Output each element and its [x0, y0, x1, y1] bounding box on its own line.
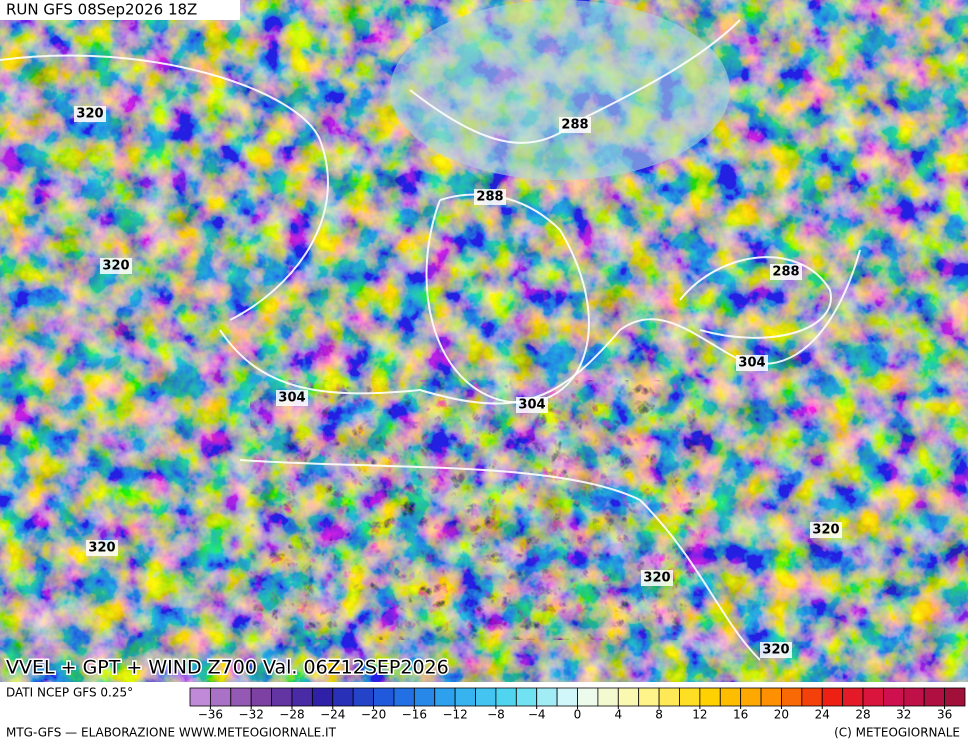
colorbar-cell	[719, 687, 742, 707]
colorbar-cell	[617, 687, 640, 707]
colorbar-cell	[760, 687, 782, 707]
colorbar-cell	[393, 687, 415, 707]
colorbar-tick-label: 20	[774, 708, 789, 722]
colorbar-cell	[454, 687, 476, 707]
colorbar-cell	[332, 687, 354, 707]
colorbar-cell	[699, 687, 721, 707]
colorbar-tick-label: −8	[487, 708, 505, 722]
footer-left: MTG-GFS — ELABORAZIONE WWW.METEOGIORNALE…	[6, 726, 337, 740]
contour-label-bg	[559, 117, 591, 133]
contour-label: 320	[812, 523, 839, 538]
colorbar-tick-label: −28	[279, 708, 304, 722]
colorbar-cell	[577, 687, 599, 707]
contour-label-bg	[516, 397, 548, 413]
footer-right: (C) METEOGIORNALE	[834, 726, 960, 740]
colorbar-cell	[903, 687, 925, 707]
colorbar-tick-label: 36	[937, 708, 952, 722]
colorbar-cell	[475, 687, 497, 707]
contour-label: 304	[518, 398, 545, 413]
map: RUN GFS 08Sep2026 18Z VVEL + GPT + WIND …	[0, 0, 968, 682]
colorbar-cell	[291, 687, 313, 707]
run-box	[0, 0, 240, 20]
contour-label-bg	[474, 189, 506, 205]
colorbar-tick-label: −24	[320, 708, 345, 722]
colorbar-cell	[250, 687, 272, 707]
colorbar-cell	[679, 687, 701, 707]
contour-label-bg	[100, 258, 132, 274]
contour-label-bg	[276, 390, 308, 406]
colorbar-cell	[311, 687, 334, 707]
colorbar-tick-label: −20	[361, 708, 386, 722]
colorbar-cell	[189, 687, 211, 707]
contour-label: 320	[102, 259, 129, 274]
colorbar-tick-label: 32	[896, 708, 911, 722]
colorbar-cell	[515, 687, 538, 707]
colorbar-tick-label: 8	[655, 708, 663, 722]
colorbar-tick-label: 0	[574, 708, 582, 722]
contour-label: 320	[76, 107, 103, 122]
colorbar: −36 −32 −28 −24 −20 −16 −12 −8 −4 0 4 8 12 16 20 24 28 32…	[189, 687, 966, 722]
colorbar-tick-label: −16	[402, 708, 427, 722]
isohypse	[679, 256, 832, 339]
contour-label-bg	[770, 264, 802, 280]
colorbar-cell	[230, 687, 252, 707]
contour-label: 304	[738, 356, 765, 371]
isohypse	[0, 54, 329, 321]
field-detail	[250, 380, 700, 640]
colorbar-cell	[536, 687, 558, 707]
colorbar-cell	[821, 687, 844, 707]
run-label: RUN GFS 08Sep2026 18Z	[6, 1, 197, 19]
colorbar-tick-label: 12	[692, 708, 707, 722]
colorbar-cell	[556, 687, 578, 707]
colorbar-cell	[271, 687, 293, 707]
colorbar-tick-label: 28	[855, 708, 870, 722]
colorbar-cell	[883, 687, 905, 707]
colorbar-cell	[209, 687, 232, 707]
contour-label-bg	[810, 522, 842, 538]
colorbar-cell	[638, 687, 660, 707]
isohypse	[239, 459, 761, 661]
colorbar-cell	[373, 687, 395, 707]
colorbar-cell	[944, 687, 966, 707]
colorbar-tick-label: 4	[614, 708, 622, 722]
isohypse	[425, 193, 590, 404]
contour-label-bg	[86, 540, 118, 556]
colorbar-cell	[434, 687, 456, 707]
contour-label-bg	[641, 570, 673, 586]
contour-label: 288	[772, 265, 799, 280]
contour-label-bg	[736, 355, 768, 371]
source-label: DATI NCEP GFS 0.25°	[6, 686, 133, 700]
colorbar-cell	[923, 687, 946, 707]
colorbar-cell	[740, 687, 762, 707]
colorbar-cell	[801, 687, 823, 707]
contour-label: 320	[762, 643, 789, 658]
contour-label-bg	[760, 642, 792, 658]
contour-label: 304	[278, 391, 305, 406]
colorbar-tick-label: −4	[528, 708, 546, 722]
cool-area	[390, 0, 730, 180]
colorbar-tick-label: −36	[198, 708, 223, 722]
colorbar-tick-label: 16	[733, 708, 748, 722]
map-title: VVEL + GPT + WIND Z700 Val. 06Z12SEP2026	[6, 657, 449, 679]
colorbar-cell	[842, 687, 864, 707]
isohypse	[219, 249, 861, 405]
colorbar-tick-label: −32	[239, 708, 264, 722]
colorbar-cell	[781, 687, 803, 707]
colorbar-cell	[658, 687, 680, 707]
contour-label: 288	[476, 190, 503, 205]
colorbar-cell	[413, 687, 436, 707]
colorbar-cell	[862, 687, 884, 707]
contour-label: 288	[561, 118, 588, 133]
colorbar-cell	[495, 687, 517, 707]
colorbar-cell	[597, 687, 619, 707]
contour-label: 320	[88, 541, 115, 556]
contour-label-bg	[74, 106, 106, 122]
colorbar-cell	[352, 687, 374, 707]
contour-label: 320	[643, 571, 670, 586]
colorbar-tick-label: 24	[815, 708, 830, 722]
colorbar-tick-label: −12	[442, 708, 467, 722]
